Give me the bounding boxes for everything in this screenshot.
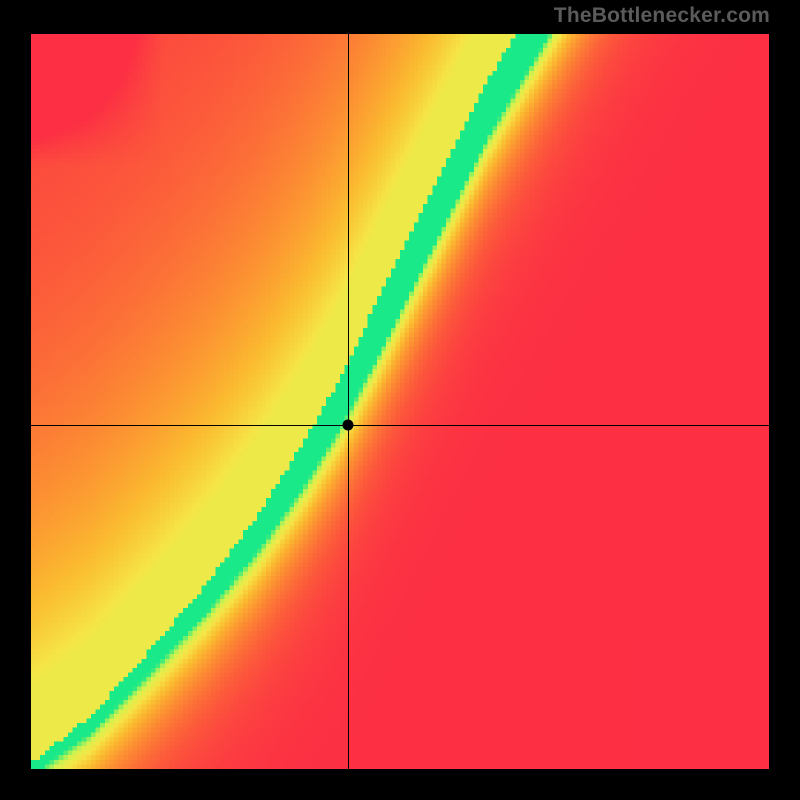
crosshair-horizontal [31, 425, 769, 426]
chart-container: { "type": "heatmap", "source_watermark":… [0, 0, 800, 800]
bottleneck-heatmap [31, 34, 769, 769]
crosshair-marker [343, 420, 354, 431]
crosshair-vertical [348, 34, 349, 769]
watermark-text: TheBottlenecker.com [554, 4, 770, 28]
